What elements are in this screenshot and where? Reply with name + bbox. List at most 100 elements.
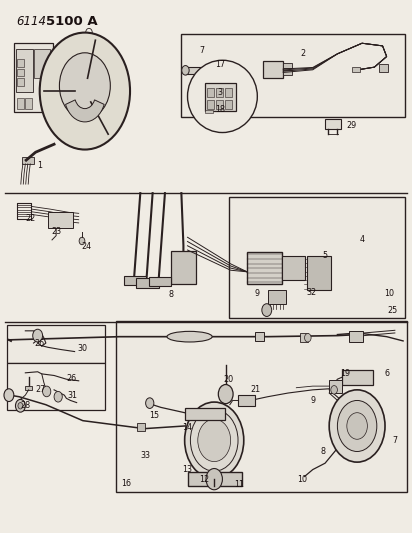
Bar bbox=[216, 88, 223, 98]
Circle shape bbox=[18, 402, 23, 409]
Circle shape bbox=[304, 334, 311, 342]
Bar bbox=[200, 74, 211, 79]
Text: 3: 3 bbox=[218, 87, 223, 96]
Text: 15: 15 bbox=[150, 411, 160, 420]
Circle shape bbox=[16, 399, 25, 412]
Text: 16: 16 bbox=[121, 479, 131, 488]
Circle shape bbox=[198, 419, 231, 462]
Text: 22: 22 bbox=[25, 214, 35, 223]
Circle shape bbox=[4, 389, 14, 401]
Bar bbox=[116, 321, 407, 492]
Text: 11: 11 bbox=[234, 480, 244, 489]
Bar bbox=[379, 64, 389, 72]
Text: 10: 10 bbox=[297, 475, 307, 483]
Text: 7: 7 bbox=[199, 46, 204, 55]
Bar bbox=[137, 423, 145, 431]
Text: 26: 26 bbox=[66, 374, 76, 383]
Text: 4: 4 bbox=[360, 236, 365, 245]
Ellipse shape bbox=[167, 332, 212, 342]
Bar bbox=[17, 78, 23, 86]
Text: 6: 6 bbox=[384, 369, 389, 378]
Text: 23: 23 bbox=[51, 228, 61, 237]
Bar bbox=[238, 395, 255, 406]
Bar bbox=[17, 69, 23, 76]
Circle shape bbox=[262, 304, 272, 317]
Bar bbox=[247, 252, 282, 284]
Text: 29: 29 bbox=[346, 121, 357, 130]
Circle shape bbox=[182, 66, 189, 75]
Bar bbox=[25, 98, 32, 109]
Text: 33: 33 bbox=[140, 451, 150, 460]
Circle shape bbox=[79, 237, 85, 245]
Bar bbox=[300, 334, 308, 342]
Text: 17: 17 bbox=[215, 60, 225, 69]
Circle shape bbox=[54, 391, 62, 402]
Circle shape bbox=[59, 53, 110, 119]
Bar bbox=[25, 385, 32, 390]
Bar bbox=[124, 276, 146, 285]
Text: 21: 21 bbox=[250, 385, 260, 394]
Circle shape bbox=[347, 413, 368, 439]
Bar bbox=[14, 43, 53, 112]
Text: 30: 30 bbox=[78, 344, 88, 353]
Circle shape bbox=[331, 385, 337, 394]
Bar bbox=[225, 88, 232, 98]
Circle shape bbox=[86, 28, 92, 37]
Text: 27: 27 bbox=[36, 385, 46, 394]
Text: 14: 14 bbox=[183, 423, 192, 432]
Bar bbox=[48, 212, 73, 228]
Bar bbox=[329, 379, 342, 393]
Text: 8: 8 bbox=[321, 447, 325, 456]
Bar bbox=[34, 49, 50, 78]
Bar bbox=[17, 98, 23, 109]
Text: 26: 26 bbox=[35, 338, 45, 348]
Circle shape bbox=[42, 386, 51, 397]
Bar bbox=[342, 369, 373, 384]
Text: 24: 24 bbox=[81, 242, 91, 251]
Bar bbox=[7, 364, 105, 410]
Bar bbox=[229, 197, 405, 318]
Circle shape bbox=[206, 469, 222, 490]
Bar bbox=[264, 61, 283, 78]
Text: 9: 9 bbox=[310, 396, 315, 405]
Bar bbox=[185, 408, 225, 419]
Bar bbox=[349, 332, 363, 342]
Text: 7: 7 bbox=[392, 437, 398, 446]
Bar bbox=[283, 63, 292, 68]
Text: 10: 10 bbox=[384, 288, 394, 297]
Circle shape bbox=[185, 402, 244, 479]
Bar bbox=[136, 278, 159, 288]
Text: 2: 2 bbox=[300, 50, 305, 58]
Wedge shape bbox=[66, 100, 104, 122]
Text: 31: 31 bbox=[68, 391, 77, 400]
Bar bbox=[171, 251, 196, 284]
Bar bbox=[307, 256, 331, 290]
Text: 19: 19 bbox=[341, 369, 351, 378]
Bar bbox=[148, 277, 171, 286]
Bar bbox=[255, 333, 265, 341]
Bar bbox=[7, 325, 105, 364]
Text: 12: 12 bbox=[199, 475, 209, 483]
Bar bbox=[207, 88, 214, 98]
Bar bbox=[187, 472, 242, 486]
Text: 1: 1 bbox=[37, 161, 42, 170]
Text: 13: 13 bbox=[183, 465, 192, 474]
Bar bbox=[207, 100, 214, 109]
Bar bbox=[181, 34, 405, 117]
Bar bbox=[205, 83, 236, 111]
Bar bbox=[225, 100, 232, 109]
Text: 32: 32 bbox=[307, 287, 317, 296]
Bar bbox=[325, 119, 341, 130]
Bar bbox=[283, 70, 292, 75]
Ellipse shape bbox=[187, 60, 258, 133]
Bar bbox=[17, 203, 31, 219]
Bar bbox=[267, 290, 286, 304]
Bar bbox=[282, 256, 304, 280]
Circle shape bbox=[40, 33, 130, 150]
Circle shape bbox=[145, 398, 154, 408]
Text: 18: 18 bbox=[215, 105, 225, 114]
Bar bbox=[352, 67, 360, 72]
Text: 9: 9 bbox=[255, 288, 260, 297]
Text: 5100 A: 5100 A bbox=[46, 14, 98, 28]
Text: 5: 5 bbox=[323, 252, 328, 260]
